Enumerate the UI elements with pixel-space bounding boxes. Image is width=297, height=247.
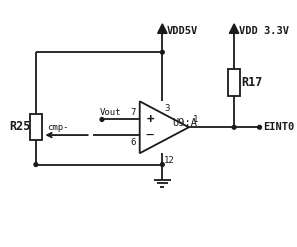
Circle shape bbox=[232, 125, 236, 129]
Text: R25: R25 bbox=[10, 120, 31, 133]
Polygon shape bbox=[158, 24, 167, 33]
Text: U9:A: U9:A bbox=[172, 118, 197, 128]
Polygon shape bbox=[229, 24, 239, 33]
Text: +: + bbox=[146, 113, 154, 126]
Circle shape bbox=[160, 163, 164, 166]
Text: VDD 3.3V: VDD 3.3V bbox=[239, 26, 289, 36]
Text: R17: R17 bbox=[242, 76, 263, 89]
Text: 6: 6 bbox=[131, 138, 136, 147]
Text: cmp-: cmp- bbox=[47, 123, 69, 132]
Bar bbox=[30, 114, 42, 140]
Text: 12: 12 bbox=[164, 156, 175, 165]
Circle shape bbox=[34, 163, 38, 166]
Text: VDD5V: VDD5V bbox=[167, 26, 198, 36]
Text: 1: 1 bbox=[192, 115, 198, 124]
Circle shape bbox=[100, 118, 104, 121]
Circle shape bbox=[160, 50, 164, 54]
Circle shape bbox=[258, 125, 261, 129]
Text: 7: 7 bbox=[131, 108, 136, 117]
Text: 3: 3 bbox=[164, 104, 170, 113]
Bar bbox=[228, 69, 240, 96]
Text: Vout: Vout bbox=[100, 108, 121, 117]
Text: −: − bbox=[146, 128, 154, 142]
Text: EINT0: EINT0 bbox=[263, 122, 295, 132]
